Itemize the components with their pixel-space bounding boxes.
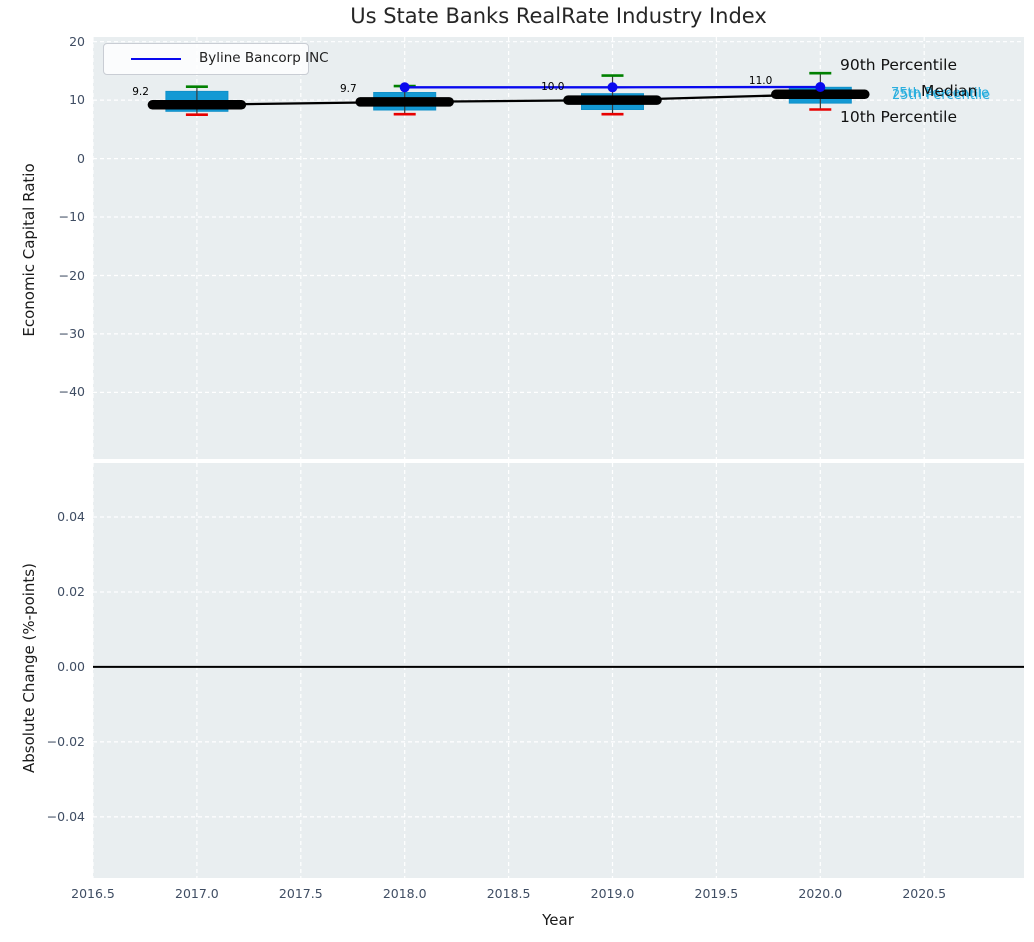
top-plot-canvas xyxy=(93,37,1024,459)
chart-title: Us State Banks RealRate Industry Index xyxy=(350,4,767,28)
label-25th-percentile: 25th Percentile xyxy=(892,87,991,103)
bottom-plot-canvas xyxy=(93,463,1024,878)
top-plot-area xyxy=(93,37,1024,459)
x-tick-label: 2019.0 xyxy=(590,886,635,901)
x-tick-label: 2017.5 xyxy=(278,886,323,901)
label-75th-percentile: 75th Percentile xyxy=(891,86,990,101)
y-tick-label-bottom: 0.02 xyxy=(57,584,85,599)
x-tick-label: 2019.5 xyxy=(694,886,739,901)
x-tick-label: 2016.5 xyxy=(71,886,115,901)
x-axis-label: Year xyxy=(542,911,574,929)
company-point xyxy=(399,82,410,93)
y-tick-label-top: −40 xyxy=(58,384,85,400)
median-annotation: 11.0 xyxy=(748,75,773,88)
x-tick-label: 2020.0 xyxy=(798,886,843,901)
y-tick-label-top: 0 xyxy=(77,150,85,166)
company-point xyxy=(607,82,618,93)
y-tick-label-top: −10 xyxy=(58,209,85,224)
y-tick-label-bottom: 0.04 xyxy=(57,509,85,524)
label-90th-percentile: 90th Percentile xyxy=(840,56,958,74)
bottom-plot-area xyxy=(93,463,1024,878)
y-axis-label-top: Economic Capital Ratio xyxy=(20,163,38,337)
x-tick-label: 2017.0 xyxy=(175,886,219,901)
legend-label: Byline Bancorp INC xyxy=(199,50,329,66)
label-10th-percentile: 10th Percentile xyxy=(840,108,958,126)
label-median: Median xyxy=(921,82,978,100)
x-tick-label: 2020.5 xyxy=(902,886,947,901)
y-tick-label-top: −30 xyxy=(58,325,85,341)
median-line xyxy=(196,93,821,106)
y-tick-label-top: −20 xyxy=(58,267,85,283)
median-annotation: 10.0 xyxy=(541,81,565,94)
median-annotation: 9.2 xyxy=(132,85,149,98)
company-point xyxy=(815,82,826,92)
y-tick-label-top: 20 xyxy=(69,33,85,49)
legend: Byline Bancorp INC xyxy=(103,43,329,75)
y-tick-label-bottom: −0.04 xyxy=(46,808,85,824)
legend-line-sample xyxy=(131,58,181,61)
y-tick-label-top: 10 xyxy=(69,92,85,108)
x-tick-label: 2018.0 xyxy=(382,886,427,901)
x-tick-label: 2018.5 xyxy=(486,886,531,901)
y-tick-label-bottom: 0.00 xyxy=(57,658,85,674)
median-annotation: 9.7 xyxy=(339,82,357,95)
y-tick-label-bottom: −0.02 xyxy=(46,733,85,749)
